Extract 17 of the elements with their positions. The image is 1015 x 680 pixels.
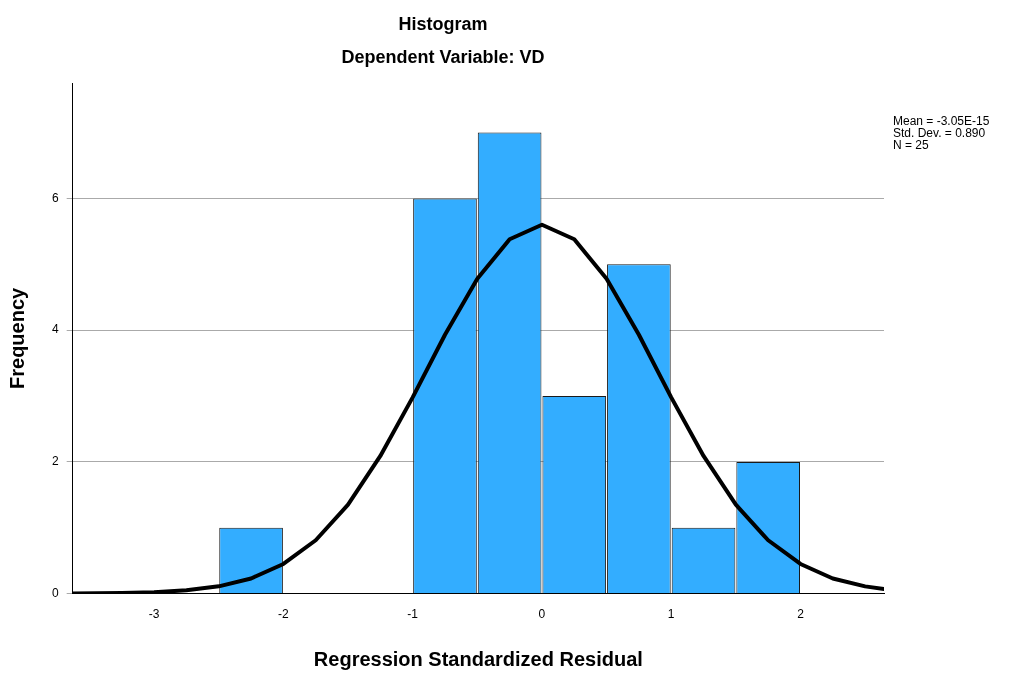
- text: Std. Dev. = 0.890: [893, 126, 986, 141]
- x-tick-label: 1: [667, 607, 675, 622]
- x-tick-label: 2: [797, 607, 805, 622]
- y-tick-label: 6: [51, 190, 59, 205]
- x-tick-label: -1: [407, 607, 419, 622]
- y-axis-title: Frequency: [5, 286, 28, 389]
- x-tick-label: 0: [538, 607, 546, 622]
- chart-subtitle: Dependent Variable: VD: [341, 47, 545, 68]
- y-tick-label: 0: [51, 585, 59, 600]
- x-tick-label: -2: [278, 607, 290, 622]
- x-axis-title: Regression Standardized Residual: [313, 647, 643, 670]
- text: N = 25: [893, 138, 930, 153]
- text: Mean = -3.05E-15: [893, 114, 990, 129]
- x-tick-label: -3: [148, 607, 160, 622]
- chart-title: Histogram: [398, 13, 488, 34]
- y-tick-label: 4: [51, 322, 59, 337]
- y-tick-label: 2: [51, 454, 59, 469]
